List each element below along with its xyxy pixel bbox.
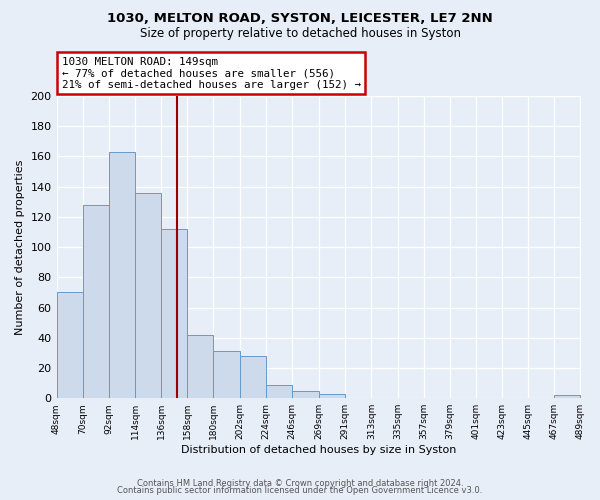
Bar — [319, 394, 345, 398]
Text: Contains HM Land Registry data © Crown copyright and database right 2024.: Contains HM Land Registry data © Crown c… — [137, 478, 463, 488]
Bar — [239, 356, 266, 398]
X-axis label: Distribution of detached houses by size in Syston: Distribution of detached houses by size … — [181, 445, 456, 455]
Text: Contains public sector information licensed under the Open Government Licence v3: Contains public sector information licen… — [118, 486, 482, 495]
Bar — [214, 352, 239, 398]
Bar — [161, 229, 187, 398]
Bar — [554, 395, 580, 398]
Bar — [56, 292, 83, 398]
Bar — [109, 152, 135, 398]
Text: 1030, MELTON ROAD, SYSTON, LEICESTER, LE7 2NN: 1030, MELTON ROAD, SYSTON, LEICESTER, LE… — [107, 12, 493, 26]
Bar — [83, 204, 109, 398]
Bar — [266, 384, 292, 398]
Bar — [187, 334, 214, 398]
Text: 1030 MELTON ROAD: 149sqm
← 77% of detached houses are smaller (556)
21% of semi-: 1030 MELTON ROAD: 149sqm ← 77% of detach… — [62, 56, 361, 90]
Text: Size of property relative to detached houses in Syston: Size of property relative to detached ho… — [139, 28, 461, 40]
Bar — [292, 390, 319, 398]
Bar — [135, 192, 161, 398]
Y-axis label: Number of detached properties: Number of detached properties — [15, 160, 25, 334]
